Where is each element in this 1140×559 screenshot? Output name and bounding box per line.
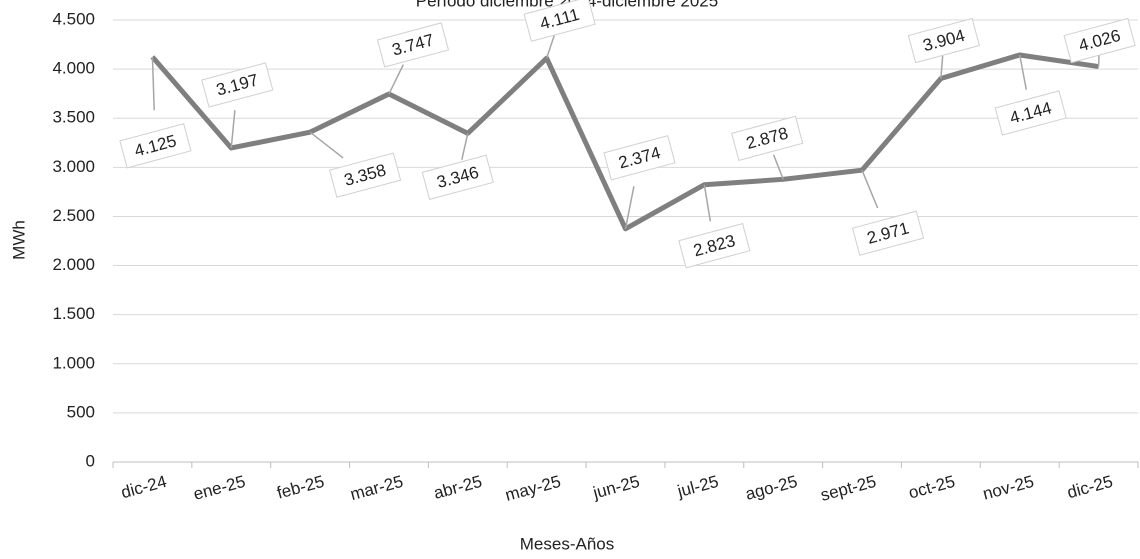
leader-line [1018, 54, 1028, 90]
data-label-box [119, 123, 192, 169]
leader-line [545, 34, 556, 59]
x-tick-label: ago-25 [743, 472, 799, 504]
x-tick-label: jul-25 [674, 472, 720, 501]
x-tick-label: dic-24 [119, 472, 169, 502]
y-tick-label: 2.000 [52, 255, 95, 274]
data-label: 3.346 [421, 154, 494, 201]
leader-line [151, 56, 155, 111]
x-tick-label: may-25 [503, 472, 563, 505]
x-tick-label: mar-25 [348, 472, 405, 504]
data-label: 3.904 [907, 17, 980, 64]
y-tick-label: 3.500 [52, 108, 95, 127]
leader-line [940, 55, 944, 79]
data-label: 2.878 [731, 115, 804, 161]
x-tick-label: sept-25 [819, 472, 879, 505]
y-tick-label: 3.000 [52, 157, 95, 176]
y-tick-label: 0 [86, 451, 95, 470]
y-tick-label: 2.500 [52, 206, 95, 225]
data-label: 4.125 [119, 123, 192, 169]
data-label: 3.747 [376, 22, 450, 68]
leader-line [388, 64, 405, 95]
y-tick-label: 1.000 [52, 353, 95, 372]
data-label: 2.971 [851, 210, 925, 256]
data-label-box [523, 0, 596, 42]
data-label-box [678, 223, 751, 269]
data-label: 4.144 [994, 90, 1067, 136]
x-tick-label: oct-25 [907, 472, 958, 503]
data-label: 3.358 [329, 152, 402, 198]
data-label-box [1063, 17, 1136, 64]
data-label: 3.197 [201, 62, 274, 108]
y-tick-label: 500 [67, 402, 95, 421]
leader-line [624, 186, 635, 229]
leader-line [703, 184, 712, 222]
x-tick-label: abr-25 [432, 472, 484, 503]
data-label-box [329, 152, 402, 198]
leader-line [230, 110, 236, 149]
x-tick-label: dic-25 [1065, 472, 1115, 502]
x-tick-label: feb-25 [275, 472, 326, 503]
x-tick-label: jun-25 [590, 472, 642, 503]
data-label: 4.111 [523, 0, 596, 42]
data-label-box [731, 115, 804, 161]
leader-line [772, 154, 784, 180]
y-tick-label: 4.000 [52, 59, 95, 78]
x-axis-title: Meses-Años [520, 534, 614, 553]
data-label-box [994, 90, 1067, 136]
leader-line [861, 169, 879, 209]
x-tick-label: ene-25 [191, 472, 247, 504]
x-tick-label: nov-25 [981, 472, 1036, 504]
data-label-box [603, 135, 676, 181]
data-label: 2.823 [678, 223, 751, 269]
leader-line [461, 133, 469, 160]
data-label-box [421, 154, 494, 201]
data-label-box [851, 210, 925, 256]
data-line [150, 52, 1099, 232]
data-label-box [201, 62, 274, 108]
y-tick-label: 1.500 [52, 304, 95, 323]
data-label-box [907, 17, 980, 64]
leader-line [309, 131, 344, 159]
y-tick-label: 4.500 [52, 9, 95, 28]
y-axis-title: MWh [9, 220, 28, 260]
data-label: 2.374 [603, 135, 676, 181]
data-label-box [376, 22, 450, 68]
data-label: 4.026 [1063, 17, 1136, 64]
